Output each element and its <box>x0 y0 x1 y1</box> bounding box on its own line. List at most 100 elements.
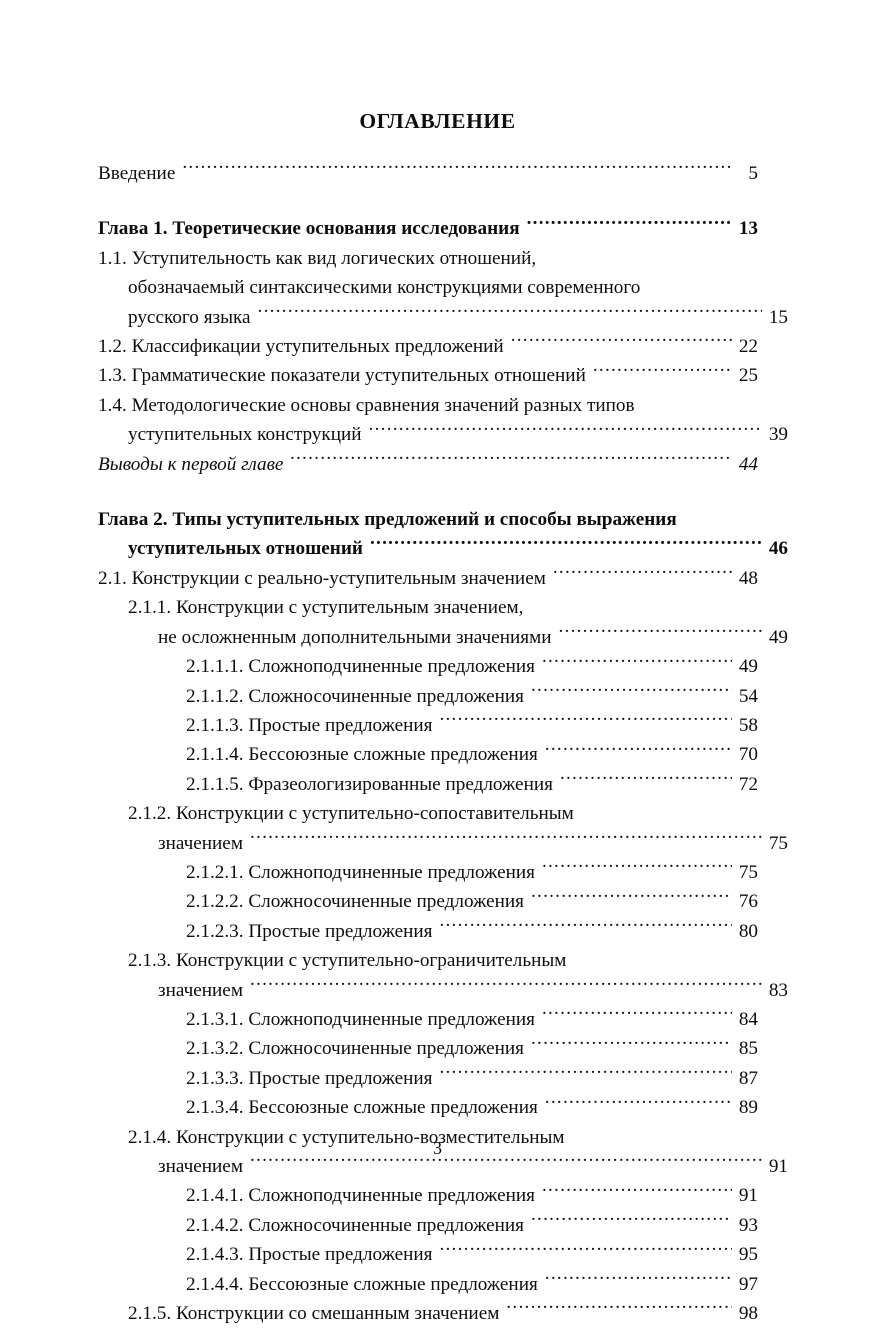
dot-leader <box>369 421 762 440</box>
toc-entry[interactable]: 2.1.2.1. Сложноподчиненные предложения 75 <box>186 858 758 887</box>
toc-entry[interactable]: 2.1.3. Конструкции с уступительно-ограни… <box>128 946 788 1005</box>
toc-page-number: 75 <box>738 861 758 883</box>
toc-entry-label: 1.1. Уступительность как вид логических … <box>98 247 537 269</box>
toc-entry-label: 2.1.2.2. Сложносочиненные предложения <box>186 891 524 913</box>
dot-leader <box>542 1182 732 1201</box>
toc-page-number: 98 <box>738 1303 758 1325</box>
dot-leader <box>182 160 732 179</box>
toc-entry-label: 2.1.1.4. Бессоюзные сложные предложения <box>186 744 538 766</box>
toc-entry[interactable]: 2.1.1. Конструкции с уступительным значе… <box>128 593 788 652</box>
toc-entry-line: 2.1.3.4. Бессоюзные сложные предложения 8… <box>186 1093 758 1122</box>
dot-leader <box>542 653 732 672</box>
toc-page-number: 70 <box>738 744 758 766</box>
dot-leader <box>545 1270 732 1289</box>
toc-entry[interactable]: 2.1.3.4. Бессоюзные сложные предложения 8… <box>186 1093 758 1122</box>
dot-leader <box>439 1065 732 1084</box>
toc-page-number: 83 <box>768 979 788 1001</box>
toc-entry-line: 1.4. Методологические основы сравнения з… <box>98 391 758 420</box>
toc-entry-line: уступительных конструкций 39 <box>128 420 788 449</box>
dot-leader <box>542 859 732 878</box>
toc-entry-label: 2.1.5. Конструкции со смешанным значение… <box>128 1303 500 1325</box>
toc-entry[interactable]: 2.1.3.3. Простые предложения 87 <box>186 1064 758 1093</box>
toc-page-number: 49 <box>768 626 788 648</box>
toc-entry[interactable]: Выводы к первой главе 44 <box>98 450 758 479</box>
toc-entry[interactable]: 2.1.1.3. Простые предложения 58 <box>186 711 758 740</box>
toc-entry-line: 2.1.3.2. Сложносочиненные предложения 85 <box>186 1034 758 1063</box>
toc-page-number: 91 <box>738 1185 758 1207</box>
toc-entry[interactable]: 2.1.4.3. Простые предложения 95 <box>186 1240 758 1269</box>
toc-entry[interactable]: Глава 2. Типы уступительных предложений … <box>98 505 788 564</box>
toc-entry-line: 2.1.1.3. Простые предложения 58 <box>186 711 758 740</box>
toc-entry[interactable]: 2.1.3.1. Сложноподчиненные предложения 84 <box>186 1005 758 1034</box>
toc-entry-line: Глава 2. Типы уступительных предложений … <box>98 505 758 534</box>
toc-entry[interactable]: 1.1. Уступительность как вид логических … <box>98 244 788 332</box>
toc-page-number: 44 <box>738 453 758 475</box>
toc-entry-line: 1.2. Классификации уступительных предлож… <box>98 332 758 361</box>
dot-leader <box>439 1241 732 1260</box>
toc-entry-label: 2.1.3.4. Бессоюзные сложные предложения <box>186 1097 538 1119</box>
toc-entry[interactable]: 2.1.2.3. Простые предложения 80 <box>186 917 758 946</box>
toc-entry[interactable]: 2.1.4.2. Сложносочиненные предложения 93 <box>186 1211 758 1240</box>
toc-entry-line: 2.1.1.2. Сложносочиненные предложения 54 <box>186 682 758 711</box>
toc-entry-line: 2.1.1. Конструкции с уступительным значе… <box>128 593 758 622</box>
dot-leader <box>250 829 762 848</box>
toc-entry[interactable]: 2.1.4.4. Бессоюзные сложные предложения 9… <box>186 1270 758 1299</box>
toc-entry-line: 1.1. Уступительность как вид логических … <box>98 244 758 273</box>
toc-entry-line: 2.1.1.1. Сложноподчиненные предложения 49 <box>186 652 758 681</box>
toc-entry[interactable]: 2.1.4. Конструкции с уступительно-возмес… <box>128 1123 788 1182</box>
toc-entry[interactable]: 2.1.2. Конструкции с уступительно-сопост… <box>128 799 788 858</box>
toc-page-number: 72 <box>738 773 758 795</box>
toc-entry-line: не осложненным дополнительными значениям… <box>158 623 788 652</box>
toc-entry[interactable]: 2.1.2.2. Сложносочиненные предложения 76 <box>186 887 758 916</box>
toc-entry-line: Глава 1. Теоретические основания исследо… <box>98 214 758 243</box>
dot-leader <box>545 1094 732 1113</box>
toc-entry-label: 2.1.3.3. Простые предложения <box>186 1067 433 1089</box>
toc-page-number: 76 <box>738 891 758 913</box>
toc-entry-line: 2.1.4.3. Простые предложения 95 <box>186 1240 758 1269</box>
toc-entry[interactable]: 2.1.1.5. Фразеологизированные предложени… <box>186 770 758 799</box>
toc-entry-label: 2.1.2.1. Сложноподчиненные предложения <box>186 861 535 883</box>
toc-entry-line: уступительных отношений 46 <box>128 534 788 563</box>
toc-page-number: 87 <box>738 1067 758 1089</box>
toc-entry-label: 2.1.1.5. Фразеологизированные предложени… <box>186 773 553 795</box>
toc-entry[interactable]: 2.1.1.4. Бессоюзные сложные предложения 7… <box>186 740 758 769</box>
toc-page-number: 85 <box>738 1038 758 1060</box>
toc-entry-label: 2.1.3.2. Сложносочиненные предложения <box>186 1038 524 1060</box>
toc-page-number: 89 <box>738 1097 758 1119</box>
toc-entry-label: 2.1.1.1. Сложноподчиненные предложения <box>186 656 535 678</box>
toc-entry-label: 2.1.4. Конструкции с уступительно-возмес… <box>128 1126 565 1148</box>
toc-entry[interactable]: 1.2. Классификации уступительных предлож… <box>98 332 758 361</box>
toc-page-number: 22 <box>738 336 758 358</box>
toc-entry[interactable]: 2.1.4.1. Сложноподчиненные предложения 91 <box>186 1181 758 1210</box>
toc-entry[interactable]: 2.1.3.2. Сложносочиненные предложения 85 <box>186 1034 758 1063</box>
toc-entry-label: 1.2. Классификации уступительных предлож… <box>98 336 504 358</box>
toc-entry[interactable]: 1.4. Методологические основы сравнения з… <box>98 391 788 450</box>
dot-leader <box>542 1006 732 1025</box>
toc-entry[interactable]: 2.1.5. Конструкции со смешанным значение… <box>128 1299 758 1328</box>
toc-page-number: 25 <box>738 365 758 387</box>
toc-entry[interactable]: 2.1.1.2. Сложносочиненные предложения 54 <box>186 682 758 711</box>
toc-entry[interactable]: 2.1.1.1. Сложноподчиненные предложения 49 <box>186 652 758 681</box>
dot-leader <box>531 1035 732 1054</box>
toc-entry-line: 2.1.3. Конструкции с уступительно-ограни… <box>128 946 758 975</box>
dot-leader <box>250 1153 762 1172</box>
toc-page-number: 93 <box>738 1214 758 1236</box>
toc-page-number: 39 <box>768 424 788 446</box>
toc-page-number: 46 <box>768 538 788 560</box>
toc-entry-label: 2.1. Конструкции с реально-уступительным… <box>98 567 546 589</box>
toc-entry-line: значением 91 <box>158 1152 788 1181</box>
toc-page-number: 91 <box>768 1156 788 1177</box>
toc-entry[interactable]: 2.1. Конструкции с реально-уступительным… <box>98 564 758 593</box>
toc-entry-line: Выводы к первой главе 44 <box>98 450 758 479</box>
toc-entry-label: 1.3. Грамматические показатели уступител… <box>98 365 586 387</box>
toc-entry-label: значением <box>158 832 243 854</box>
dot-leader <box>258 303 762 322</box>
toc-entry-line: Введение 5 <box>98 159 758 188</box>
dot-leader <box>593 362 732 381</box>
toc-entry-label: не осложненным дополнительными значениям… <box>158 626 552 648</box>
toc-entry[interactable]: Глава 1. Теоретические основания исследо… <box>98 214 758 243</box>
toc-entry[interactable]: Введение 5 <box>98 159 758 188</box>
toc-entry[interactable]: 1.3. Грамматические показатели уступител… <box>98 361 758 390</box>
toc-page: ОГЛАВЛЕНИЕ Введение 5 Глава 1. Теоретическ… <box>0 0 875 1241</box>
dot-leader <box>527 215 732 234</box>
